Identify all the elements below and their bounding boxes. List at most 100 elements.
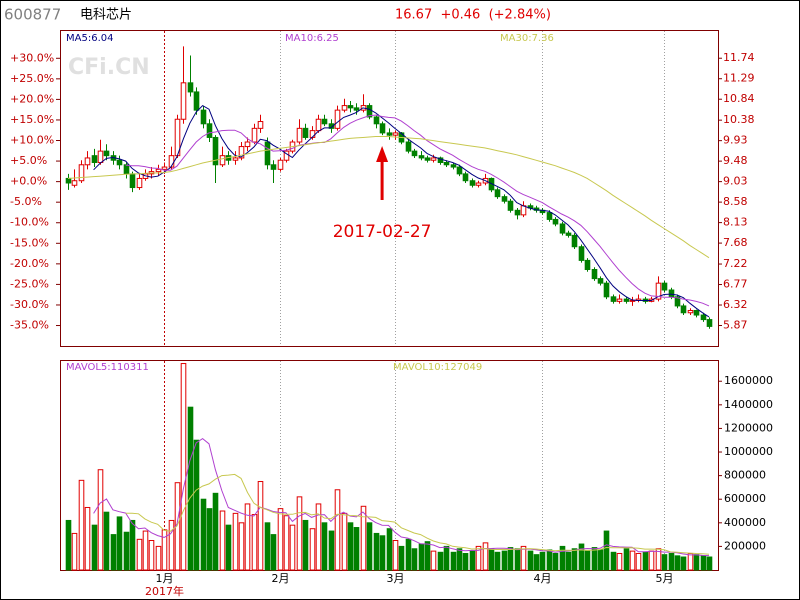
volume-bar [456,548,463,571]
y2-tick-label: +5.0% [10,154,47,167]
candle-body [244,141,251,148]
y-tick-label: 1400000 [724,398,773,411]
volume-bar [71,532,78,571]
volume-bar [507,547,514,571]
volume-bar [289,524,296,571]
ma-line [67,136,710,259]
volume-bar [700,555,707,571]
volume-bar [283,515,290,571]
volume-bar [578,543,585,571]
candle-body [341,105,348,111]
y-tick-label: 5.87 [723,319,748,332]
candle-body [430,157,437,161]
candle-body [103,150,110,157]
volume-bar [501,550,508,571]
y2-tick-label: -5.0% [10,195,42,208]
volume-bar [616,552,623,571]
volume-bar [648,550,655,571]
y-tick-label: 9.93 [723,134,748,147]
y-tick-label: 1000000 [724,445,773,458]
volume-bar [65,519,72,571]
y-tick-label: 1200000 [724,421,773,434]
y2-tick-label: -30.0% [10,298,49,311]
volume-bar [321,522,328,571]
y2-tick-label: +30.0% [10,51,54,64]
annotation-arrowhead [376,146,389,162]
volume-bar [193,439,200,571]
volume-bar [270,534,277,571]
candle-body [251,127,258,143]
volume-bar [591,547,598,571]
volume-bar [443,545,450,571]
candle-body [418,155,425,159]
legend-entry: MA30:7.36 [500,33,554,44]
volume-bar [584,550,591,571]
candle-body [571,234,578,248]
y-tick-label: 600000 [724,492,766,505]
volume-bar [514,548,521,571]
candle-body [373,116,380,125]
candle-body [514,209,521,216]
volume-bar [450,551,457,571]
x-tick-label: 5月 [656,572,674,585]
candle-body [623,298,630,302]
candle-body [193,91,200,111]
y-tick-label: 400000 [724,516,766,529]
volume-bar [232,512,239,571]
candle-body [84,157,91,166]
x-tick-label: 4月 [534,572,552,585]
volume-bar [437,551,444,571]
candle-body [71,180,78,186]
candle-body [328,123,335,129]
volume-bar [315,503,322,571]
volume-bar [482,542,489,571]
candle-body [277,159,284,170]
volume-bar [84,506,91,571]
volume-bar [366,522,373,571]
candle-body [161,166,168,170]
candle-body [693,309,700,316]
volume-bar [392,540,399,571]
volume-bar [187,406,194,571]
volume-bar [398,545,405,571]
y-tick-label: 9.48 [723,154,748,167]
volume-bar [469,550,476,571]
candle-body [232,157,239,161]
legend-entry: MAVOL5:110311 [66,362,149,373]
y-tick-label: 7.22 [723,257,748,270]
candle-body [91,155,98,164]
candle-body [610,296,617,302]
volume-bar [430,550,437,571]
candle-body [206,123,213,138]
volume-bar [597,549,604,571]
y2-tick-label: +20.0% [10,92,54,105]
volume-bar [161,529,168,571]
volume-bar [552,552,559,571]
watermark: CFi.CN [68,55,150,80]
y2-tick-label: -35.0% [10,319,49,332]
candle-body [123,164,130,175]
y-tick-label: 800000 [724,469,766,482]
candle-body [315,118,322,132]
volume-bar [546,549,553,571]
volume-bar [180,363,187,571]
candle-body [680,305,687,314]
volume-bar [571,548,578,571]
candle-body [257,121,264,129]
candle-body [655,282,662,300]
candle-body [501,196,508,202]
y2-tick-label: +15.0% [10,113,54,126]
volume-bar [225,524,232,571]
volume-bar [360,505,367,571]
candle-body [200,109,207,125]
volume-bar [219,510,226,571]
volume-bar [418,543,425,571]
volume-bar [257,481,264,571]
volume-bar [309,528,316,571]
y-tick-label: 10.84 [723,92,755,105]
y2-tick-label: -15.0% [10,236,49,249]
candle-body [462,173,469,182]
candle-body [270,164,277,170]
